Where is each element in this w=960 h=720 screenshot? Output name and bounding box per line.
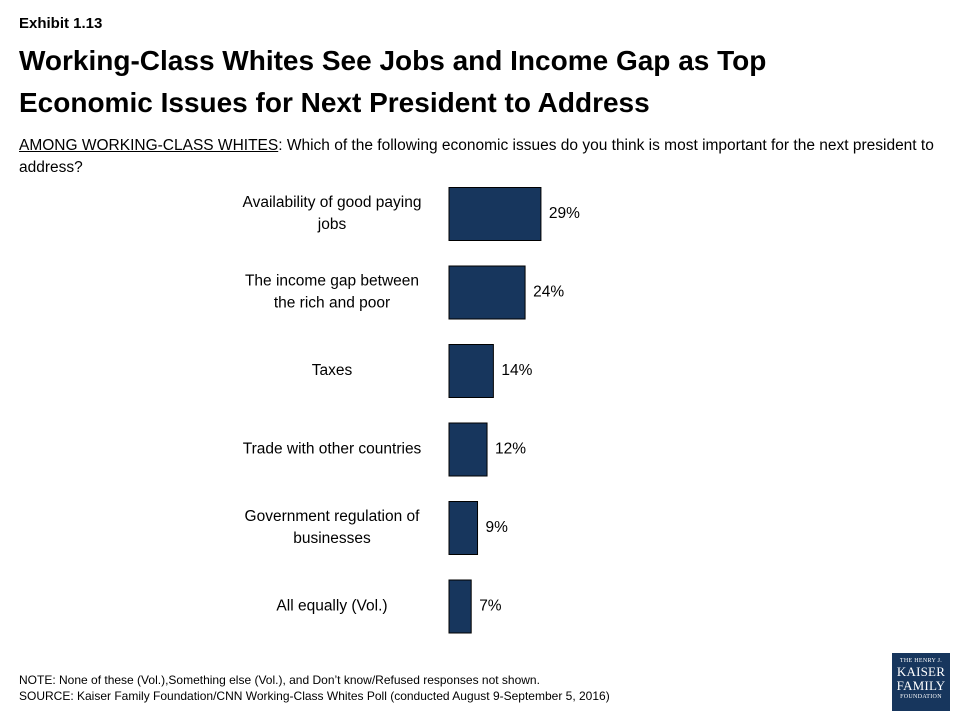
logo-line-1: THE HENRY J. — [899, 658, 943, 664]
category-label-5: Government regulation of businesses — [245, 508, 421, 547]
category-label-1: Availability of good paying jobs — [243, 194, 422, 233]
category-label-6-line-1: All equally (Vol.) — [276, 598, 387, 615]
source-text: SOURCE: Kaiser Family Foundation/CNN Wor… — [19, 689, 610, 703]
chart-title-line-2: Economic Issues for Next President to Ad… — [19, 87, 650, 118]
note-text: NOTE: None of these (Vol.),Something els… — [19, 673, 540, 687]
value-label-3: 14% — [501, 362, 532, 379]
kff-logo: THE HENRY J. KAISER FAMILY FOUNDATION — [892, 653, 950, 711]
value-label-4: 12% — [495, 441, 526, 458]
category-label-2-line-1: The income gap between — [245, 273, 419, 290]
category-label-2: The income gap between the rich and poor — [245, 273, 419, 312]
value-label-1: 29% — [549, 205, 580, 222]
bar-1 — [448, 187, 542, 241]
value-label-6: 7% — [479, 598, 502, 615]
category-label-2-line-2: the rich and poor — [274, 295, 390, 312]
bar-3 — [448, 344, 494, 398]
category-label-3: Taxes — [312, 362, 353, 379]
logo-line-2: KAISER — [896, 664, 946, 679]
question-text: : Which of the following economic issues… — [19, 137, 934, 176]
logo-line-3: FAMILY — [896, 678, 946, 693]
category-label-4: Trade with other countries — [243, 441, 422, 458]
category-label-5-line-1: Government regulation of — [245, 508, 421, 525]
exhibit-label: Exhibit 1.13 — [19, 15, 103, 32]
chart-title: Working-Class Whites See Jobs and Income… — [19, 40, 939, 124]
footnotes: NOTE: None of these (Vol.),Something els… — [19, 672, 610, 704]
bar-2 — [448, 265, 526, 320]
bar-5 — [448, 501, 479, 555]
category-label-1-line-2: jobs — [317, 216, 347, 233]
category-label-3-line-1: Taxes — [312, 362, 353, 379]
category-label-4-line-1: Trade with other countries — [243, 441, 422, 458]
chart-title-line-1: Working-Class Whites See Jobs and Income… — [19, 45, 767, 76]
value-label-5: 9% — [486, 519, 509, 536]
question-lead: AMONG WORKING-CLASS WHITES — [19, 137, 279, 154]
bar-6 — [448, 579, 472, 634]
category-label-6: All equally (Vol.) — [276, 598, 387, 615]
bar-chart: 29% Availability of good paying jobs 24% The… — [243, 187, 580, 634]
category-label-1-line-1: Availability of good paying — [243, 194, 422, 211]
logo-line-4: FOUNDATION — [900, 694, 942, 700]
bar-4 — [448, 422, 488, 477]
category-label-5-line-2: businesses — [293, 530, 371, 547]
value-label-2: 24% — [533, 284, 564, 301]
survey-question: AMONG WORKING-CLASS WHITES: Which of the… — [19, 135, 939, 179]
